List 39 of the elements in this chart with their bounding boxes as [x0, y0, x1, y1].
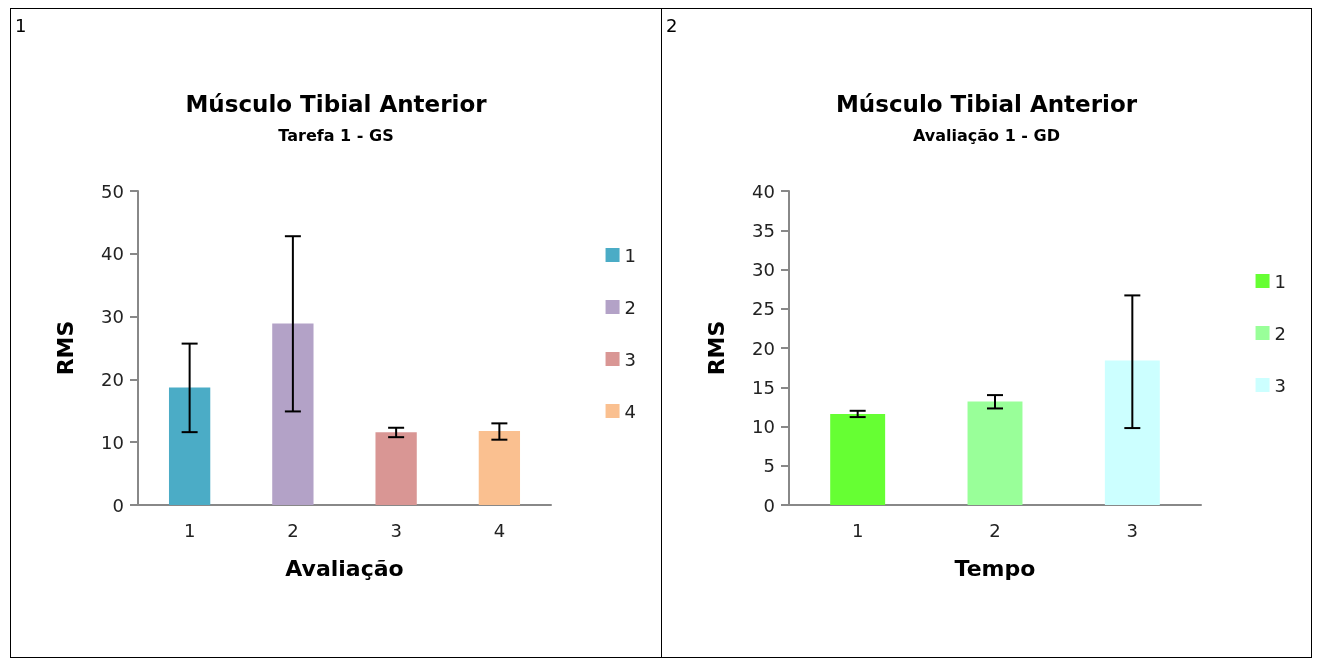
- y-tick-label: 5: [763, 455, 775, 477]
- y-tick-label: 10: [101, 431, 124, 453]
- y-tick-label: 10: [752, 416, 775, 437]
- chart-title: Músculo Tibial Anterior: [185, 90, 488, 117]
- chart-title: Músculo Tibial Anterior: [835, 90, 1138, 117]
- chart-subtitle: Tarefa 1 - GS: [278, 125, 394, 145]
- y-tick-label: 40: [101, 243, 124, 265]
- y-tick-label: 30: [101, 306, 124, 328]
- y-tick-label: 50: [101, 180, 124, 202]
- x-tick-label: 3: [1126, 519, 1139, 541]
- x-tick-label: 1: [183, 519, 196, 541]
- y-axis-title: RMS: [703, 320, 729, 376]
- text: 1: [15, 15, 27, 36]
- legend-label: 1: [1274, 270, 1286, 292]
- legend-label: 3: [624, 348, 636, 370]
- x-tick-label: 1: [851, 519, 864, 541]
- y-tick-label: 20: [101, 368, 124, 390]
- y-tick-label: 30: [752, 259, 775, 280]
- legend-label: 2: [624, 296, 636, 318]
- legend-label: 2: [1274, 322, 1286, 344]
- legend-label: 1: [624, 244, 636, 266]
- y-axis-title: RMS: [52, 320, 78, 376]
- x-tick-label: 3: [390, 519, 402, 541]
- legend-label: 3: [1274, 374, 1286, 396]
- text: 2: [666, 15, 678, 36]
- chart-subtitle: Avaliação 1 - GD: [913, 125, 1060, 145]
- x-axis-title: Tempo: [954, 555, 1036, 581]
- x-tick-label: 2: [989, 519, 1001, 541]
- y-tick-label: 35: [752, 219, 775, 241]
- legend-label: 4: [624, 400, 636, 422]
- x-axis-title: Avaliação: [285, 555, 404, 581]
- y-tick-label: 15: [752, 376, 775, 398]
- y-tick-label: 20: [752, 337, 775, 359]
- y-tick-label: 40: [752, 180, 775, 202]
- y-tick-label: 0: [763, 494, 775, 516]
- y-tick-label: 0: [112, 494, 124, 516]
- x-tick-label: 4: [493, 519, 506, 541]
- x-tick-label: 2: [287, 519, 299, 541]
- y-tick-label: 25: [752, 298, 775, 320]
